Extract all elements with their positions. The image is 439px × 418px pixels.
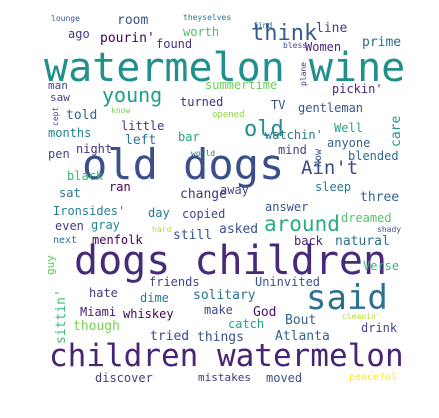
word-room: room	[117, 13, 149, 28]
word-guy: guy	[44, 255, 57, 275]
word-man: man	[48, 79, 68, 92]
word-bout: Bout	[285, 313, 317, 328]
word-away: away	[220, 183, 249, 197]
word-mind: mind	[278, 143, 307, 157]
word-blended: blended	[348, 149, 399, 163]
word-black: care	[389, 115, 404, 147]
word-dreamed: dreamed	[341, 211, 392, 225]
word-god: God	[253, 305, 277, 320]
word-summertime: summertime	[205, 78, 278, 92]
word-old-dogs: old dogs	[82, 140, 285, 189]
word-make: make	[204, 303, 233, 317]
word-gentleman: gentleman	[298, 101, 364, 115]
word-shady: shady	[377, 225, 402, 234]
word-well: Well	[334, 121, 363, 135]
word-plane: plane	[299, 61, 308, 86]
word-lounge: lounge	[51, 14, 80, 23]
word-aint: Ain't	[301, 157, 359, 179]
word-anyone: anyone	[327, 136, 371, 150]
word-tv: TV	[271, 98, 286, 112]
word-natural: natural	[335, 234, 390, 249]
word-ago: ago	[68, 27, 90, 41]
word-around: around	[264, 212, 340, 236]
word-pen: pen	[48, 147, 70, 161]
word-drink: drink	[361, 321, 398, 335]
word-turned: turned	[180, 95, 224, 109]
word-women: Women	[305, 40, 342, 54]
word-moved: moved	[266, 371, 303, 385]
word-bless: bless	[283, 41, 308, 50]
word-found: found	[156, 37, 193, 51]
word-sittin: sittin'	[54, 289, 69, 344]
word-ran: ran	[109, 180, 131, 194]
word-even: even	[55, 219, 84, 233]
word-left: left	[125, 133, 157, 148]
word-three: three	[360, 190, 400, 205]
word-watermelon-wine: watermelon wine	[44, 45, 406, 91]
word-uninvited: Uninvited	[255, 275, 321, 289]
word-months: months	[48, 126, 92, 140]
word-dime: dime	[140, 291, 169, 305]
word-said: said	[306, 278, 388, 318]
word-things: things	[197, 330, 244, 345]
word-care: black	[67, 169, 104, 183]
word-peaceful: peaceful	[349, 372, 398, 383]
word-watchin: watchin'	[265, 128, 323, 142]
word-next: next	[53, 235, 78, 246]
word-verse: Verse	[363, 259, 400, 273]
word-worth: worth	[183, 25, 220, 39]
word-mistakes: mistakes	[198, 371, 251, 384]
word-world: world	[191, 149, 216, 158]
word-friends: friends	[149, 275, 200, 289]
word-whiskey: whiskey	[123, 307, 174, 321]
word-change: change	[180, 187, 227, 202]
word-asked: asked	[219, 222, 259, 237]
word-though: though	[73, 319, 120, 334]
word-ironsides: Ironsides'	[53, 204, 126, 218]
word-gray: gray	[91, 218, 120, 232]
word-tried: tried	[150, 329, 190, 344]
word-atlanta: Atlanta	[275, 329, 330, 344]
word-pourin: pourin'	[100, 31, 155, 46]
word-little: little	[121, 119, 165, 133]
word-know: know	[111, 106, 131, 115]
word-now: Now	[313, 148, 324, 167]
word-find: find	[253, 21, 273, 30]
word-think: think	[251, 21, 318, 46]
word-discover: discover	[95, 371, 153, 385]
word-cleanin: cleanin'	[342, 312, 381, 321]
word-told: told	[66, 108, 98, 123]
word-cept: cept	[51, 106, 60, 126]
word-back: back	[294, 234, 323, 248]
word-line: line	[316, 21, 348, 36]
word-opened: opened	[212, 110, 245, 120]
word-theyselves: theyselves	[183, 13, 232, 22]
word-night: night	[76, 142, 113, 156]
word-bar: bar	[178, 130, 200, 144]
word-hard: hard	[152, 225, 172, 234]
word-menfolk: menfolk	[92, 233, 143, 247]
word-solitary: solitary	[193, 288, 256, 303]
word-dogs-children: dogs children	[74, 238, 388, 284]
word-answer: answer	[265, 200, 309, 214]
word-old: old	[244, 117, 284, 142]
word-miami: Miami	[80, 305, 117, 319]
word-young: young	[102, 83, 163, 107]
word-still: still	[173, 228, 213, 243]
word-sat: sat	[59, 186, 81, 200]
word-day: day	[148, 206, 170, 220]
word-children-watermelon: children watermelon	[49, 338, 404, 374]
word-catch: catch	[228, 317, 265, 331]
word-saw: saw	[50, 91, 70, 104]
word-hate: hate	[89, 286, 118, 300]
word-prime: prime	[362, 35, 402, 50]
word-copied: copied	[182, 207, 226, 221]
word-sleep: sleep	[315, 180, 352, 194]
word-pickin: pickin'	[332, 82, 383, 96]
